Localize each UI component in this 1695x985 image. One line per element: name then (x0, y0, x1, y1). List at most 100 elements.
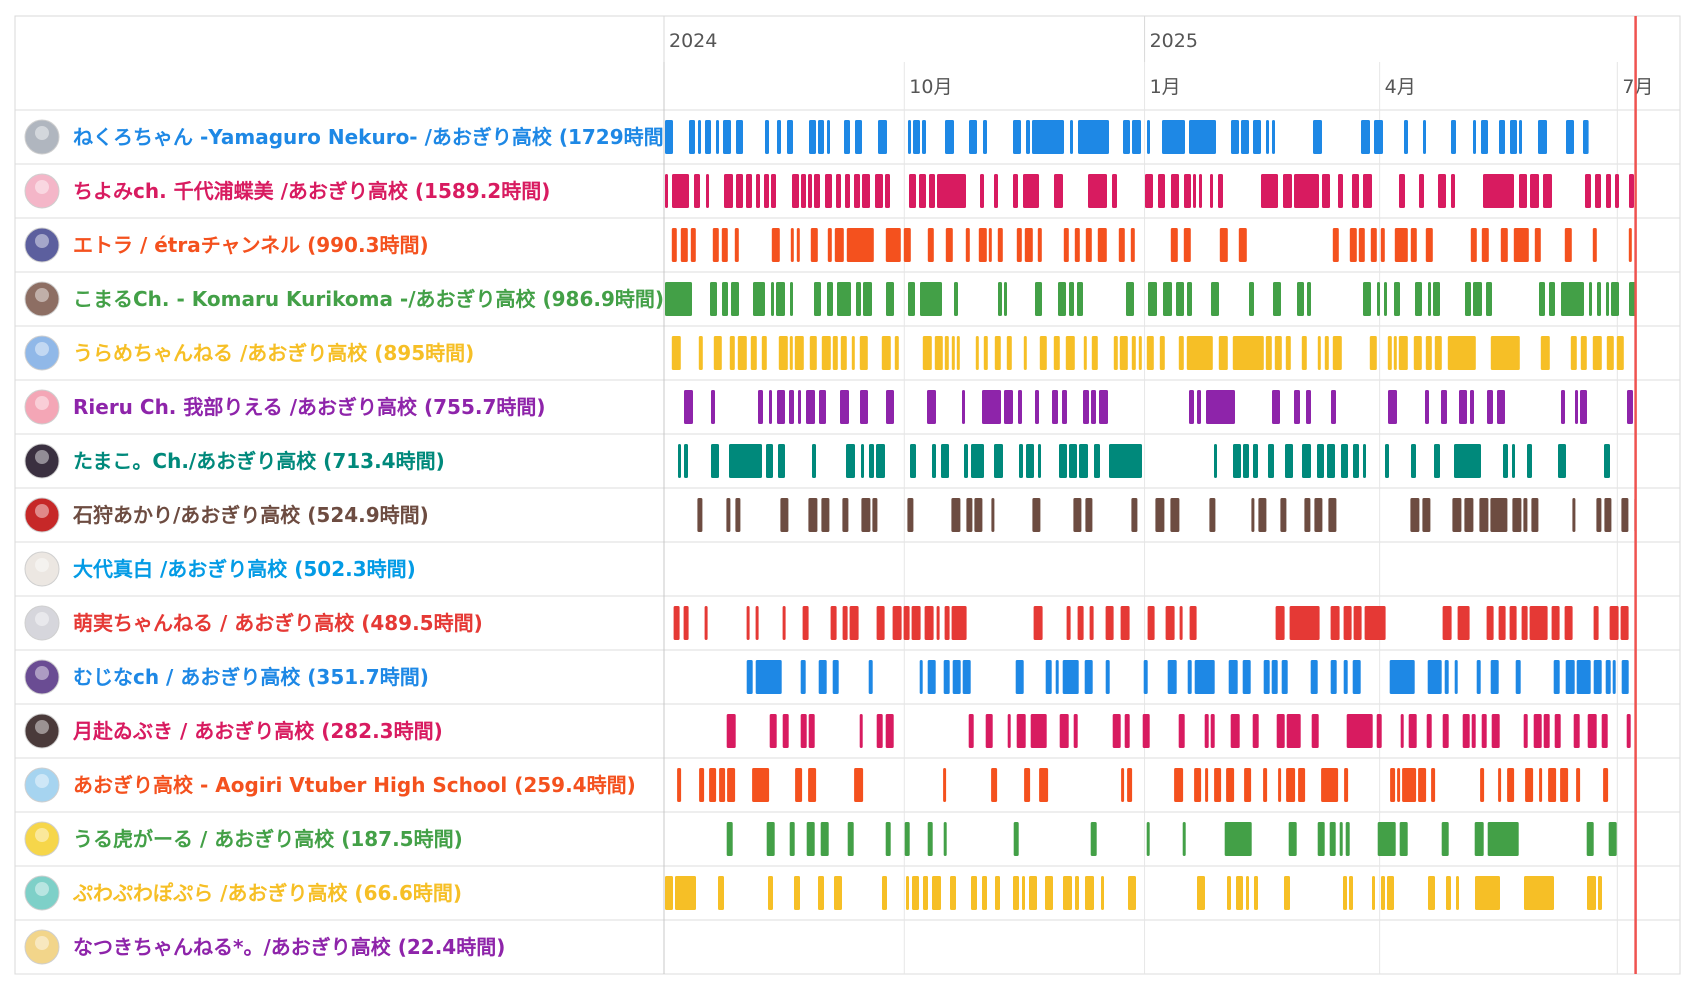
stream-bar (1294, 174, 1319, 208)
channel-name-label: ぷわぷわぽぷら /あおぎり高校 (66.6時間) (72, 881, 462, 905)
stream-bar (690, 228, 696, 262)
stream-bar (849, 606, 859, 640)
stream-bar (956, 336, 960, 370)
stream-bar (968, 714, 974, 748)
stream-bar (832, 660, 839, 694)
stream-bar (684, 390, 693, 424)
stream-bar (1059, 714, 1069, 748)
stream-bar (1007, 714, 1011, 748)
stream-bar (1066, 606, 1071, 640)
stream-bar (1374, 120, 1383, 154)
stream-bar (1218, 336, 1228, 370)
channel-name-label: 月赴ゐぶき / あおぎり高校 (282.3時間) (72, 719, 443, 743)
stream-bar (1558, 444, 1566, 478)
stream-bar (1352, 174, 1359, 208)
stream-bar (1253, 120, 1261, 154)
stream-bar (1313, 120, 1322, 154)
stream-bar (711, 444, 719, 478)
stream-bar (1294, 390, 1300, 424)
stream-bar (1629, 282, 1636, 316)
channel-avatar (24, 929, 60, 965)
stream-bar (769, 390, 772, 424)
stream-bar (885, 174, 890, 208)
channel-avatar (24, 551, 60, 587)
stream-bar (1210, 174, 1213, 208)
stream-bar (1214, 768, 1222, 802)
stream-bar (1127, 768, 1133, 802)
stream-bar (1573, 714, 1580, 748)
stream-bar (922, 336, 932, 370)
stream-bar (778, 336, 788, 370)
stream-bar (1363, 174, 1372, 208)
stream-bar (1205, 768, 1209, 802)
stream-bar (966, 498, 973, 532)
stream-bar (1176, 282, 1184, 316)
stream-bar (1016, 714, 1026, 748)
stream-bar (912, 876, 919, 910)
stream-bar (673, 606, 680, 640)
stream-bar (1533, 714, 1542, 748)
channel-avatar (24, 119, 60, 155)
stream-bar (1554, 714, 1561, 748)
channel-name-label: こまるCh. - Komaru Kurikoma -/あおぎり高校 (986.9… (73, 287, 664, 311)
stream-bar (746, 660, 753, 694)
stream-bar (1549, 282, 1555, 316)
stream-bar (771, 174, 776, 208)
stream-bar (1246, 876, 1249, 910)
stream-bar (1224, 822, 1252, 856)
stream-bar (1254, 876, 1258, 910)
stream-bar (789, 822, 795, 856)
stream-bar (1158, 174, 1165, 208)
stream-bar (1384, 282, 1387, 316)
stream-bar (1394, 228, 1408, 262)
stream-bar (991, 768, 998, 802)
stream-bar (1075, 876, 1079, 910)
stream-bar (1454, 444, 1481, 478)
stream-bar (698, 336, 703, 370)
stream-bar (1317, 822, 1325, 856)
stream-bar (1329, 822, 1336, 856)
stream-bar (1230, 714, 1240, 748)
stream-bar (1608, 822, 1617, 856)
stream-bar (1500, 228, 1508, 262)
stream-bar (932, 876, 941, 910)
stream-bar (840, 390, 849, 424)
stream-bar (876, 606, 885, 640)
channel-avatar (24, 767, 60, 803)
stream-bar (1015, 660, 1024, 694)
stream-bar (1515, 660, 1521, 694)
stream-bar (1422, 498, 1431, 532)
stream-bar (1583, 120, 1589, 154)
stream-bar (1606, 174, 1611, 208)
stream-bar (951, 606, 967, 640)
stream-bar (1131, 498, 1138, 532)
stream-bar (1019, 444, 1023, 478)
stream-bar (818, 876, 824, 910)
stream-bar (1165, 606, 1175, 640)
stream-bar (1464, 498, 1474, 532)
stream-bar (1479, 498, 1489, 532)
channel-avatar (24, 875, 60, 911)
stream-bar (806, 390, 815, 424)
bars-layer (665, 120, 1637, 910)
stream-bar (1339, 822, 1343, 856)
stream-bar (1023, 174, 1039, 208)
channel-avatar (24, 821, 60, 857)
stream-bar (1131, 336, 1136, 370)
stream-bar (1039, 336, 1047, 370)
stream-bar (927, 390, 936, 424)
stream-bar (665, 174, 668, 208)
stream-bar (736, 174, 743, 208)
stream-bar (851, 336, 855, 370)
year-tick-label: 2025 (1150, 30, 1198, 52)
stream-bar (885, 228, 901, 262)
stream-bar (1603, 768, 1609, 802)
stream-bar (1089, 606, 1094, 640)
stream-bar (1085, 498, 1093, 532)
stream-bar (1211, 282, 1219, 316)
stream-bar (1105, 660, 1110, 694)
stream-bar (1509, 606, 1517, 640)
stream-bar (782, 714, 789, 748)
stream-bar (909, 174, 916, 208)
stream-bar (945, 120, 954, 154)
